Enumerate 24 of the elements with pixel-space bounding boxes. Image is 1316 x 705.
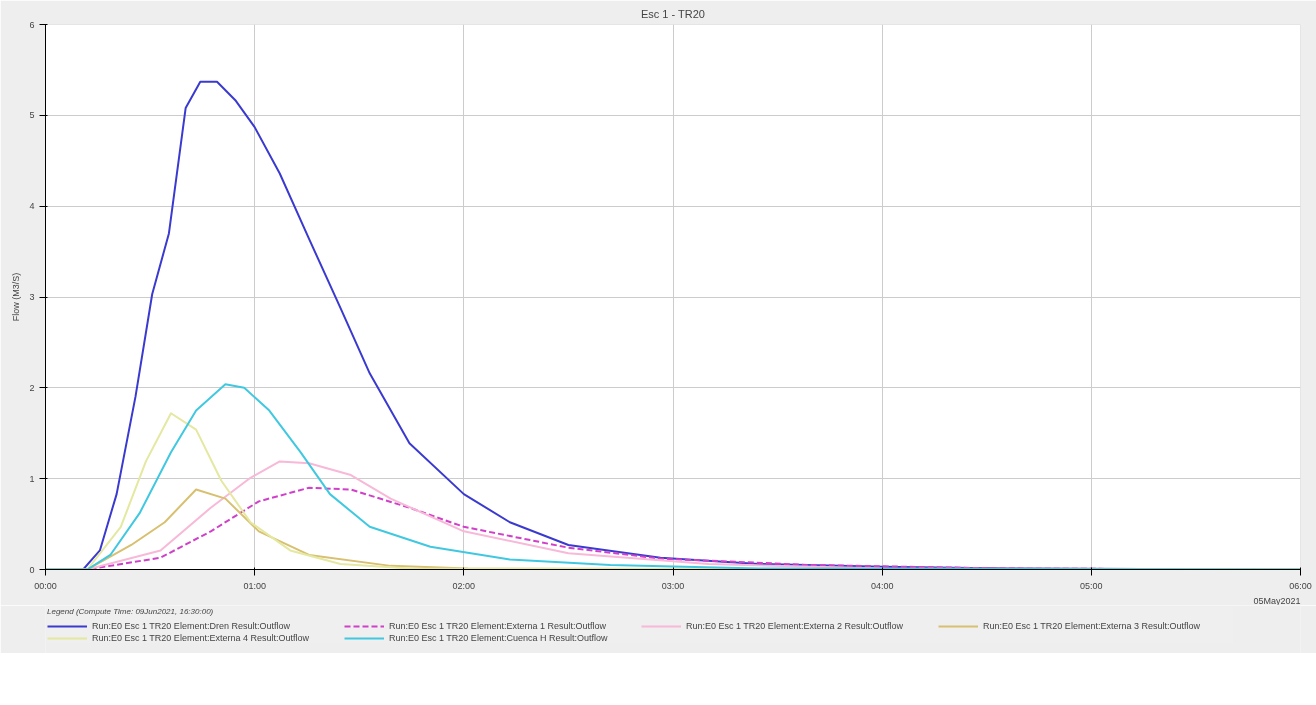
y-tick-label: 6 <box>29 19 35 30</box>
y-tick-label: 5 <box>29 110 35 121</box>
x-tick-label: 04:00 <box>870 580 894 591</box>
y-tick-label: 4 <box>29 201 35 212</box>
legend-label: Run:E0 Esc 1 TR20 Element:Externa 3 Result:Outflow <box>983 621 1201 631</box>
x-tick-label: 03:00 <box>661 580 685 591</box>
legend-title: Legend (Compute Time: 09Jun2021, 16:30:00) <box>47 607 215 616</box>
x-tick-label: 05:00 <box>1080 580 1103 591</box>
x-tick-label: 00:00 <box>34 580 57 591</box>
y-tick-label: 0 <box>29 564 35 575</box>
x-tick-label: 01:00 <box>243 580 266 591</box>
y-axis-title: Flow (M3/S) <box>11 272 22 322</box>
legend-label: Run:E0 Esc 1 TR20 Element:Externa 1 Result:Outflow <box>389 621 607 631</box>
legend-label: Run:E0 Esc 1 TR20 Element:Cuenca H Result:Outflow <box>389 633 609 643</box>
y-tick-label: 1 <box>29 473 35 484</box>
chart-title: Esc 1 - TR20 <box>640 7 705 20</box>
x-tick-label: 02:00 <box>452 580 476 591</box>
legend-label: Run:E0 Esc 1 TR20 Element:Dren Result:Outflow <box>92 621 291 631</box>
text: 05May2021 <box>1253 595 1301 606</box>
y-tick-label: 3 <box>29 292 35 302</box>
legend-label: Run:E0 Esc 1 TR20 Element:Externa 2 Result:Outflow <box>686 621 904 631</box>
legend-label: Run:E0 Esc 1 TR20 Element:Externa 4 Result:Outflow <box>92 633 310 643</box>
y-tick-label: 2 <box>29 382 35 393</box>
x-tick-label: 06:00 <box>1289 580 1312 591</box>
